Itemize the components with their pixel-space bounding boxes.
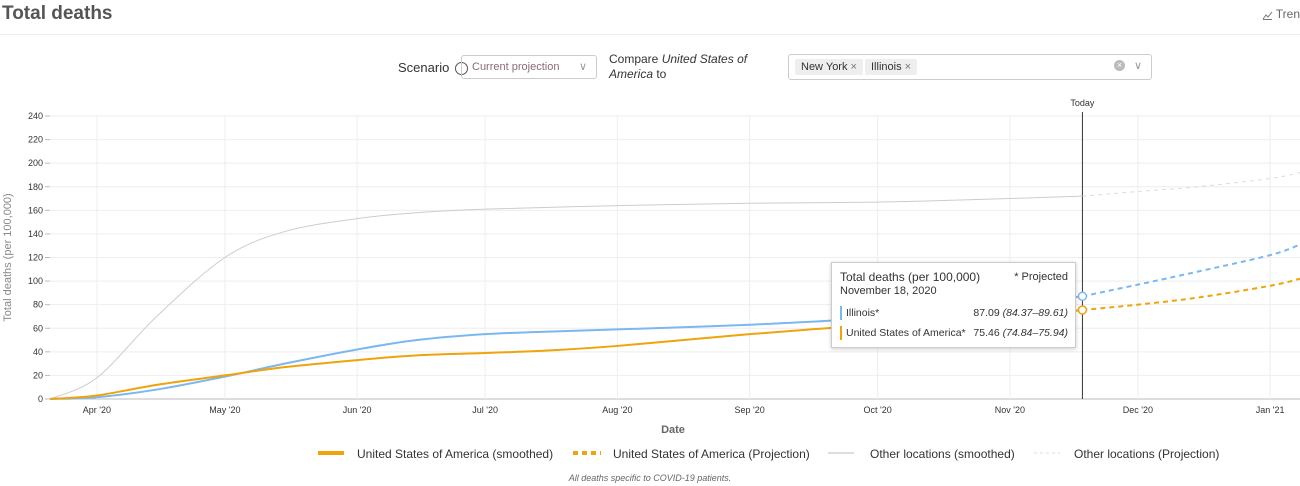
x-axis-label: Date: [661, 424, 685, 436]
scenario-select[interactable]: Current projection ∨: [461, 55, 597, 79]
x-tick-label: Nov '20: [995, 405, 1025, 415]
y-tick-label: 80: [33, 300, 43, 310]
compare-label: Compare United States of America to: [609, 52, 748, 81]
chip-label: New York: [801, 61, 848, 73]
tooltip-title: Total deaths (per 100,000): [840, 270, 981, 284]
header: Total deaths Tren: [0, 0, 1300, 35]
series-projection-illinois: [1082, 243, 1300, 298]
x-tick-label: Sep '20: [735, 405, 765, 415]
legend-label: Other locations (Projection): [1074, 447, 1220, 461]
clear-icon[interactable]: ×: [1114, 60, 1125, 71]
tooltip-row-illinois: Illinois* 87.09 (84.37–89.61): [840, 306, 1068, 320]
legend-label: United States of America (Projection): [613, 447, 810, 461]
tooltip-row-name: Illinois*: [846, 307, 880, 319]
series-projection-united-states-of-america: [1082, 277, 1300, 312]
y-tick-label: 180: [28, 182, 43, 192]
footnote: All deaths specific to COVID-19 patients…: [568, 473, 732, 483]
series-color-swatch: [840, 326, 842, 340]
legend-label: Other locations (smoothed): [870, 447, 1015, 461]
trend-label: Tren: [1275, 7, 1300, 21]
legend-swatch-thin: [828, 452, 854, 454]
x-tick-label: Dec '20: [1123, 405, 1153, 415]
y-tick-label: 40: [33, 347, 43, 357]
y-tick-label: 0: [38, 394, 43, 404]
x-tick-label: May '20: [209, 405, 240, 415]
remove-chip-icon[interactable]: ×: [850, 61, 857, 73]
trend-button[interactable]: Tren: [1262, 7, 1300, 21]
tooltip-projected-note: * Projected: [1014, 271, 1068, 283]
page-title: Total deaths: [2, 3, 113, 24]
x-tick-label: Jan '21: [1256, 405, 1285, 415]
y-tick-label: 220: [28, 135, 43, 145]
scenario-select-value: Current projection: [472, 61, 560, 73]
chevron-down-icon: ∨: [578, 61, 587, 73]
scenario-label-text: Scenario: [398, 60, 450, 75]
tooltip-row-value: 87.09: [973, 307, 1000, 319]
chip-new-york[interactable]: New York ×: [795, 59, 863, 75]
tooltip-row-name: United States of America*: [846, 327, 966, 339]
total-deaths-chart: 0 20 40 60 80 100 120 140 160 180 200 220 240 Apr '20…: [2, 98, 1300, 436]
point-marker-united-states-of-america: [1077, 305, 1088, 315]
y-tick-label: 200: [28, 158, 43, 168]
tooltip-row-usa: United States of America* 75.46 (74.84–7…: [840, 326, 1068, 340]
trend-icon: [1262, 11, 1273, 20]
tooltip-date: November 18, 2020: [840, 285, 937, 297]
chart-tooltip: Total deaths (per 100,000) * Projected N…: [831, 262, 1076, 348]
legend-label: United States of America (smoothed): [357, 447, 554, 461]
y-tick-label: 160: [28, 205, 43, 215]
compare-locations-select[interactable]: New York × Illinois × × ∨: [788, 54, 1152, 80]
y-tick-label: 120: [28, 253, 43, 263]
tooltip-row-range: (84.37–89.61): [1002, 307, 1068, 319]
x-tick-label: Jun '20: [343, 405, 372, 415]
tooltip-row-value: 75.46: [973, 327, 1000, 339]
legend-swatch-thin-dashed: [1034, 452, 1060, 454]
controls-bar: Scenario i Current projection ∨ Compare …: [0, 52, 1300, 92]
y-tick-label: 240: [28, 111, 43, 121]
x-tick-label: Jul '20: [472, 405, 498, 415]
chart-legend: United States of America (smoothed) Unit…: [0, 447, 1300, 463]
legend-swatch-dashed: [573, 451, 601, 455]
scenario-label: Scenario i: [398, 60, 468, 75]
y-tick-label: 100: [28, 276, 43, 286]
tooltip-row-range: (74.84–75.94): [1002, 327, 1068, 339]
series-line-new-york: [49, 195, 1083, 400]
remove-chip-icon[interactable]: ×: [904, 61, 912, 73]
chevron-down-icon[interactable]: ∨: [1133, 60, 1142, 72]
chip-label: Illinois: [871, 61, 902, 73]
y-axis-label: Total deaths (per 100,000): [2, 193, 14, 321]
series-color-swatch: [840, 306, 842, 320]
series-projection-new-york: [1082, 172, 1300, 197]
y-tick-label: 140: [28, 229, 43, 239]
x-tick-label: Aug '20: [602, 405, 632, 415]
x-tick-label: Oct '20: [864, 405, 892, 415]
legend-swatch-solid: [318, 451, 344, 455]
x-tick-label: Apr '20: [83, 405, 111, 415]
y-tick-label: 60: [33, 323, 43, 333]
today-label: Today: [1070, 98, 1095, 108]
chip-illinois[interactable]: Illinois ×: [865, 59, 918, 75]
y-tick-label: 20: [33, 370, 43, 380]
point-marker-illinois: [1077, 291, 1088, 302]
